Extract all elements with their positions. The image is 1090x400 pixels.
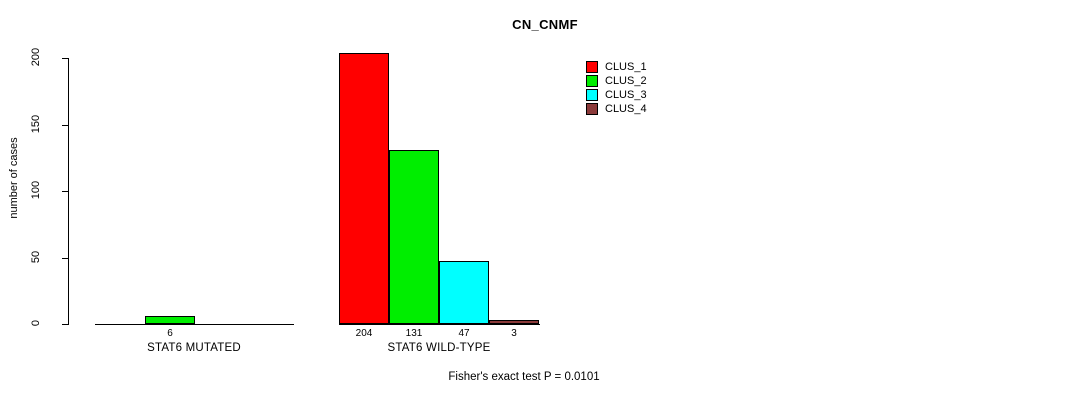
legend-item[interactable]: CLUS_4 [586, 102, 647, 116]
legend-item-label: CLUS_4 [605, 102, 647, 115]
legend-color-swatch-icon [586, 89, 598, 101]
legend-item[interactable]: CLUS_1 [586, 60, 647, 74]
legend: CLUS_1 CLUS_2 CLUS_3 CLUS_4 [586, 60, 647, 116]
group-axis-label: STAT6 WILD-TYPE [387, 342, 491, 354]
y-axis-tick-mark [62, 324, 68, 325]
bar-value-label: 47 [458, 328, 470, 339]
statistical-test-annotation: Fisher's exact test P = 0.0101 [0, 371, 1090, 383]
bar-value-label: 3 [511, 328, 517, 339]
y-axis-tick-mark [62, 124, 68, 126]
y-axis-tick-mark [62, 257, 68, 259]
bar[interactable] [439, 261, 489, 324]
group-axis-label: STAT6 MUTATED [147, 342, 241, 354]
group-baseline [339, 324, 540, 325]
legend-item-label: CLUS_1 [605, 60, 647, 73]
legend-color-swatch-icon [586, 75, 598, 87]
y-axis-tick-mark [62, 191, 68, 192]
bar-value-label: 6 [167, 328, 173, 339]
legend-item-label: CLUS_2 [605, 74, 647, 87]
bar-value-label: 204 [355, 328, 373, 339]
chart-title: CN_CNMF [0, 17, 1090, 32]
legend-item[interactable]: CLUS_2 [586, 74, 647, 88]
chart-title-text: CN_CNMF [512, 17, 578, 32]
bar[interactable] [145, 316, 195, 324]
bar[interactable] [489, 320, 539, 324]
legend-color-swatch-icon [586, 103, 598, 115]
y-axis-tick-mark [62, 58, 68, 59]
bar[interactable] [389, 149, 439, 324]
bar-value-label: 131 [405, 328, 423, 339]
statistical-test-text: Fisher's exact test P = 0.0101 [448, 371, 600, 383]
legend-color-swatch-icon [586, 61, 598, 73]
group-baseline [95, 324, 294, 325]
legend-item-label: CLUS_3 [605, 88, 647, 101]
legend-item[interactable]: CLUS_3 [586, 88, 647, 102]
y-axis-line [68, 58, 69, 325]
bar[interactable] [339, 52, 389, 324]
